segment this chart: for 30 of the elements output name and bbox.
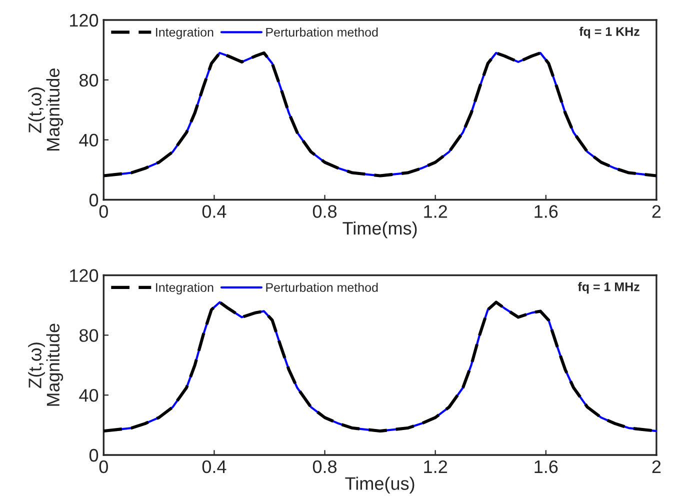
x-tick-label: 1.2	[424, 460, 447, 473]
y-tick-label: 40	[79, 389, 98, 402]
x-tick-label: 0	[99, 460, 108, 474]
legend-label: Perturbation method	[266, 282, 378, 292]
x-tick-label: 0	[99, 205, 108, 218]
x-axis-title: Time(ms)	[342, 221, 417, 238]
y-tick-label: 120	[70, 269, 98, 282]
y-tick-label: 0	[89, 194, 98, 206]
x-tick-label: 2	[652, 460, 661, 473]
y-tick-label: 80	[79, 74, 98, 87]
annotation: fq = 1 KHz	[579, 26, 640, 38]
y-tick-label: 40	[79, 134, 98, 147]
y-axis-title: Z(t,ω) Magnitude	[28, 324, 64, 406]
x-tick-label: 1.2	[424, 205, 447, 218]
y-tick-label: 0	[89, 448, 98, 462]
x-tick-label: 0.4	[202, 460, 226, 474]
legend-label: Integration	[156, 28, 214, 40]
legend-label: Integration	[156, 282, 214, 294]
x-axis-title: Time(us)	[345, 476, 414, 494]
y-axis-title: Z(t,ω) Magnitude	[28, 68, 64, 151]
y-tick-label: 120	[70, 14, 98, 27]
x-tick-label: 2	[652, 205, 661, 218]
legend-label: Perturbation method	[266, 28, 378, 37]
x-tick-label: 0.8	[312, 460, 337, 474]
x-tick-label: 1.6	[534, 205, 558, 218]
y-tick-label: 80	[79, 329, 98, 342]
x-tick-label: 0.4	[202, 205, 226, 218]
annotation: fq = 1 MHz	[578, 282, 640, 294]
x-tick-label: 1.6	[534, 460, 558, 474]
x-tick-label: 0.8	[312, 205, 337, 218]
